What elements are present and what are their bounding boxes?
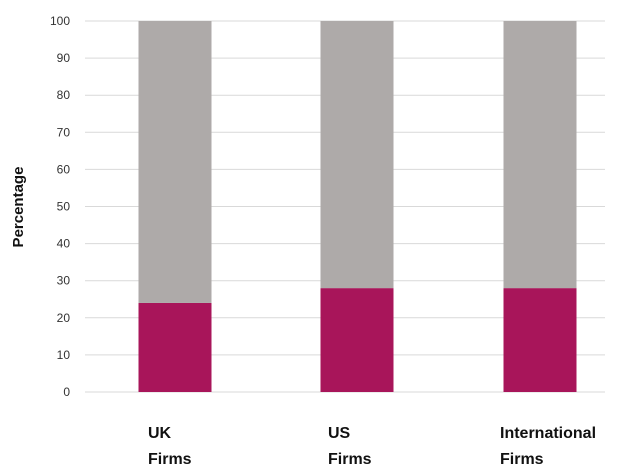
x-category-label: Firms	[328, 451, 372, 466]
y-tick-label: 40	[57, 237, 71, 251]
y-tick-label: 80	[57, 88, 71, 102]
x-axis-labels: UK Firms US Firms International Firms	[148, 425, 596, 468]
bar-segment-series-2	[503, 21, 577, 289]
x-category-label: Firms	[500, 451, 544, 466]
y-tick-label: 30	[57, 274, 71, 288]
bar-segment-series-2	[138, 21, 212, 303]
y-tick-label: 50	[57, 200, 71, 214]
x-category-label: Firms	[148, 451, 192, 466]
bar-segment-series-1	[138, 302, 212, 392]
bar-segment-series-2	[320, 21, 394, 289]
x-category-label: International	[500, 425, 596, 442]
y-axis-ticks: 0 10 20 30 40 50 60 70 80 90 100	[50, 14, 70, 399]
bar-segment-series-1	[320, 288, 394, 392]
y-tick-label: 100	[50, 14, 70, 28]
bars	[138, 21, 577, 392]
bar-segment-series-1	[503, 288, 577, 392]
y-tick-label: 0	[63, 385, 70, 399]
y-tick-label: 70	[57, 125, 71, 139]
x-category-label: US	[328, 425, 351, 442]
y-tick-label: 20	[57, 311, 71, 325]
x-category-label: UK	[148, 425, 172, 442]
y-axis-title: Percentage	[10, 167, 27, 248]
y-tick-label: 90	[57, 51, 71, 65]
y-tick-label: 10	[57, 348, 71, 362]
y-tick-label: 60	[57, 162, 71, 176]
